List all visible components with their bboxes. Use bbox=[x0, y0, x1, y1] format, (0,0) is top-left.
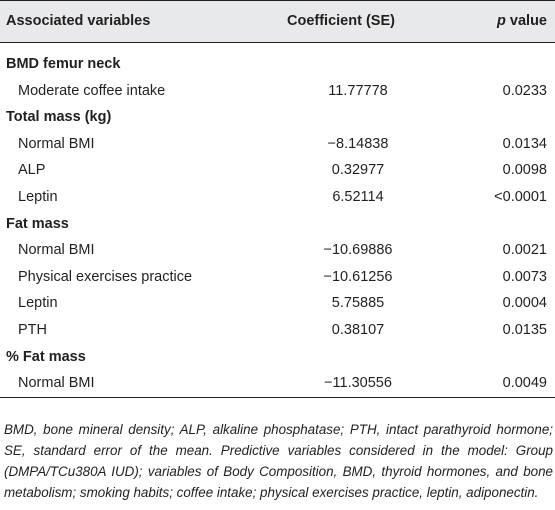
table-row: ALP 0.32977 0.0098 bbox=[0, 157, 555, 183]
table-row: Leptin 6.52114 <0.0001 bbox=[0, 184, 555, 210]
header-p-value: p value bbox=[497, 12, 547, 30]
table-row: Normal BMI −8.14838 0.0134 bbox=[0, 131, 555, 157]
variable-label: Normal BMI bbox=[18, 135, 95, 152]
p-value: 0.0004 bbox=[502, 295, 547, 312]
section-row: % Fat mass bbox=[0, 344, 555, 370]
section-label: % Fat mass bbox=[6, 348, 86, 365]
table-header-row: Associated variables Coefficient (SE) p … bbox=[0, 0, 555, 42]
variable-label: Moderate coffee intake bbox=[18, 82, 166, 99]
table-row: Physical exercises practice −10.61256 0.00… bbox=[0, 264, 555, 290]
coefficient-value: −11.30556 bbox=[324, 375, 392, 392]
coefficient-value: −10.61256 bbox=[323, 268, 393, 285]
header-rule bbox=[0, 42, 555, 43]
section-row: Fat mass bbox=[0, 211, 555, 237]
table-row: Moderate coffee intake 11.77778 0.0233 bbox=[0, 78, 555, 104]
header-p-rest: value bbox=[505, 13, 547, 29]
coefficient-value: −10.69886 bbox=[323, 242, 393, 259]
p-value: 0.0134 bbox=[502, 135, 547, 152]
variable-label: Leptin bbox=[18, 295, 58, 312]
header-associated-variables: Associated variables bbox=[6, 13, 151, 29]
coefficient-value: 11.77778 bbox=[328, 82, 388, 99]
coefficient-value: 0.38107 bbox=[331, 322, 385, 338]
variable-label: PTH bbox=[18, 322, 47, 338]
p-value: 0.0021 bbox=[502, 242, 547, 259]
table-row: Normal BMI −10.69886 0.0021 bbox=[0, 237, 555, 263]
p-value: 0.0233 bbox=[502, 82, 547, 99]
section-label: Total mass (kg) bbox=[6, 109, 112, 126]
variable-label: Physical exercises practice bbox=[18, 268, 193, 285]
table-row: Normal BMI −11.30556 0.0049 bbox=[0, 370, 555, 396]
coefficient-value: 5.75885 bbox=[331, 295, 385, 312]
table-row: Leptin 5.75885 0.0004 bbox=[0, 290, 555, 316]
coefficient-value: 0.32977 bbox=[331, 162, 385, 179]
top-rule bbox=[0, 0, 555, 1]
p-value: 0.0135 bbox=[502, 322, 547, 338]
header-coefficient: Coefficient (SE) bbox=[287, 13, 395, 29]
section-label: BMD femur neck bbox=[6, 56, 121, 72]
section-row: Total mass (kg) bbox=[0, 104, 555, 130]
p-value: 0.0098 bbox=[502, 162, 547, 179]
variable-label: Leptin bbox=[18, 189, 58, 205]
coefficient-value: 6.52114 bbox=[332, 189, 384, 205]
table-footnote: BMD, bone mineral density; ALP, alkaline… bbox=[4, 422, 553, 501]
bottom-rule bbox=[0, 397, 555, 398]
table-row: PTH 0.38107 0.0135 bbox=[0, 317, 555, 343]
p-value: 0.0073 bbox=[502, 268, 547, 285]
section-row: BMD femur neck bbox=[0, 51, 555, 77]
variable-label: ALP bbox=[18, 162, 46, 179]
section-label: Fat mass bbox=[6, 215, 69, 232]
coefficient-value: −8.14838 bbox=[327, 135, 389, 152]
p-value: <0.0001 bbox=[494, 189, 547, 205]
variable-label: Normal BMI bbox=[18, 242, 95, 259]
header-p-italic: p bbox=[497, 13, 506, 29]
variable-label: Normal BMI bbox=[18, 375, 95, 392]
p-value: 0.0049 bbox=[502, 375, 547, 392]
